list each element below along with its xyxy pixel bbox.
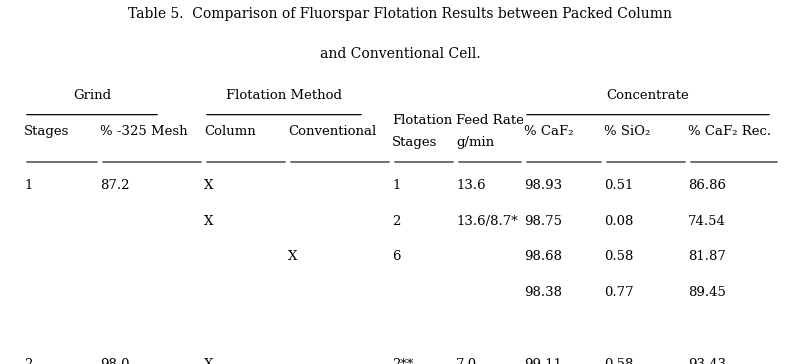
Text: 93.43: 93.43 bbox=[688, 357, 726, 364]
Text: 98.38: 98.38 bbox=[524, 286, 562, 299]
Text: X: X bbox=[288, 250, 298, 264]
Text: Flotation Method: Flotation Method bbox=[226, 89, 342, 102]
Text: X: X bbox=[204, 215, 214, 228]
Text: 2: 2 bbox=[24, 357, 32, 364]
Text: 1: 1 bbox=[392, 179, 400, 192]
Text: 81.87: 81.87 bbox=[688, 250, 726, 264]
Text: % CaF₂: % CaF₂ bbox=[524, 125, 574, 138]
Text: Column: Column bbox=[204, 125, 256, 138]
Text: Grind: Grind bbox=[73, 89, 111, 102]
Text: % -325 Mesh: % -325 Mesh bbox=[100, 125, 188, 138]
Text: Flotation: Flotation bbox=[392, 114, 452, 127]
Text: 86.86: 86.86 bbox=[688, 179, 726, 192]
Text: 0.77: 0.77 bbox=[604, 286, 634, 299]
Text: 87.2: 87.2 bbox=[100, 179, 130, 192]
Text: 98.93: 98.93 bbox=[524, 179, 562, 192]
Text: 89.45: 89.45 bbox=[688, 286, 726, 299]
Text: Concentrate: Concentrate bbox=[606, 89, 690, 102]
Text: 0.51: 0.51 bbox=[604, 179, 634, 192]
Text: X: X bbox=[204, 179, 214, 192]
Text: 0.58: 0.58 bbox=[604, 357, 634, 364]
Text: Stages: Stages bbox=[24, 125, 70, 138]
Text: Stages: Stages bbox=[392, 136, 438, 149]
Text: 13.6: 13.6 bbox=[456, 179, 486, 192]
Text: Table 5.  Comparison of Fluorspar Flotation Results between Packed Column: Table 5. Comparison of Fluorspar Flotati… bbox=[128, 7, 672, 21]
Text: 0.08: 0.08 bbox=[604, 215, 634, 228]
Text: 7.0: 7.0 bbox=[456, 357, 477, 364]
Text: 1: 1 bbox=[24, 179, 32, 192]
Text: 0.58: 0.58 bbox=[604, 250, 634, 264]
Text: 98.0: 98.0 bbox=[100, 357, 130, 364]
Text: 2: 2 bbox=[392, 215, 400, 228]
Text: 98.75: 98.75 bbox=[524, 215, 562, 228]
Text: 99.11: 99.11 bbox=[524, 357, 562, 364]
Text: and Conventional Cell.: and Conventional Cell. bbox=[320, 47, 480, 61]
Text: 98.68: 98.68 bbox=[524, 250, 562, 264]
Text: g/min: g/min bbox=[456, 136, 494, 149]
Text: Conventional: Conventional bbox=[288, 125, 376, 138]
Text: 2**: 2** bbox=[392, 357, 414, 364]
Text: 74.54: 74.54 bbox=[688, 215, 726, 228]
Text: % SiO₂: % SiO₂ bbox=[604, 125, 650, 138]
Text: X: X bbox=[204, 357, 214, 364]
Text: Feed Rate: Feed Rate bbox=[456, 114, 524, 127]
Text: 13.6/8.7*: 13.6/8.7* bbox=[456, 215, 518, 228]
Text: % CaF₂ Rec.: % CaF₂ Rec. bbox=[688, 125, 771, 138]
Text: 6: 6 bbox=[392, 250, 401, 264]
